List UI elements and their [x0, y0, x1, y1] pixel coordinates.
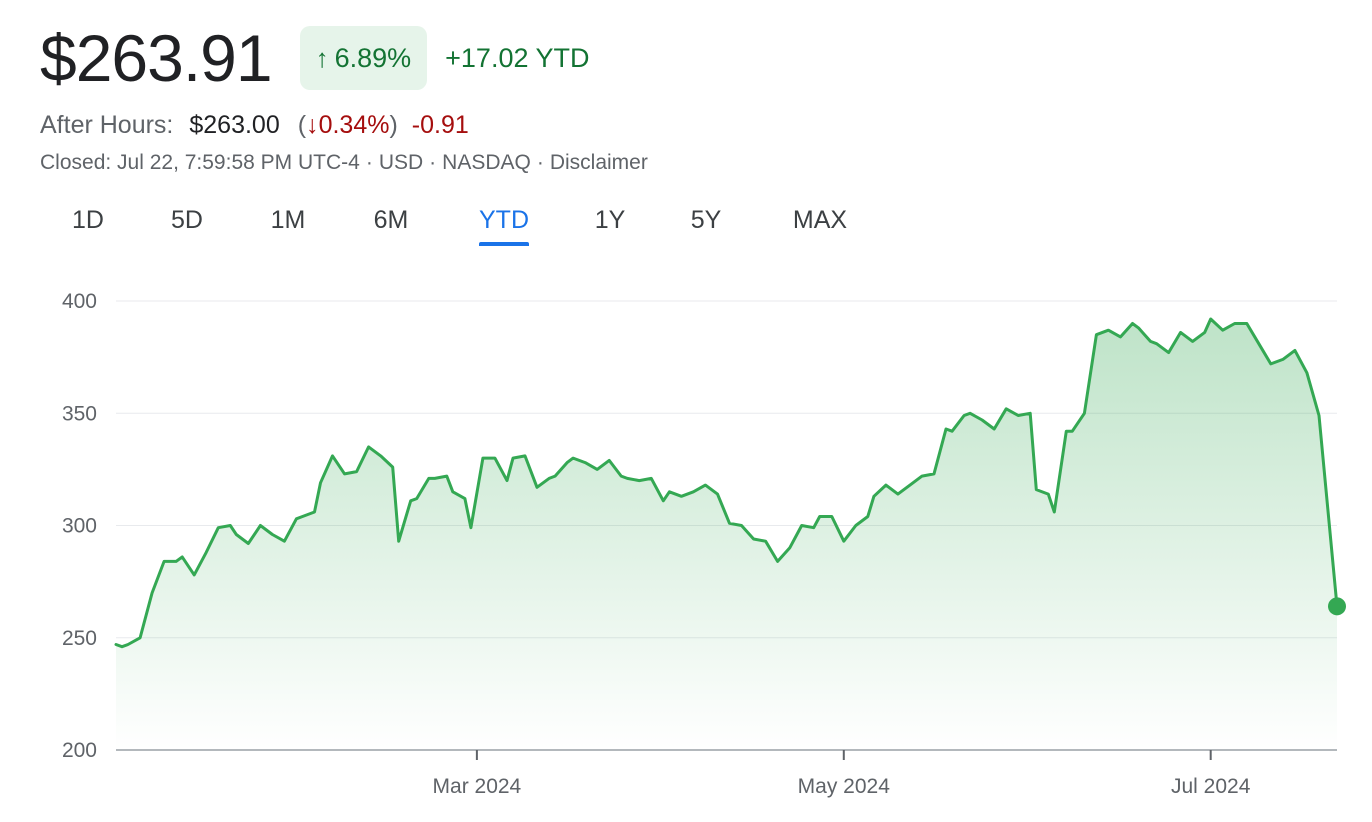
tab-1y[interactable]: 1Y: [594, 206, 626, 234]
closed-timestamp: Closed: Jul 22, 7:59:58 PM UTC-4: [40, 151, 360, 174]
y-tick-label: 400: [62, 290, 97, 313]
ytd-change-percent: 6.89%: [334, 42, 412, 73]
y-axis: 200 250 300 350 400: [62, 290, 97, 762]
x-tick-label: May 2024: [798, 775, 891, 798]
price-chart[interactable]: 200 250 300 350 400 Mar 2024 May 2024 Jul 2024: [0, 270, 1372, 822]
after-hours-percent-value: 0.34%: [318, 110, 390, 139]
arrow-down-icon: ↓: [306, 110, 319, 139]
y-tick-label: 350: [62, 402, 97, 425]
arrow-up-icon: ↑: [315, 42, 329, 73]
market-meta: Closed: Jul 22, 7:59:58 PM UTC-4 · USD ·…: [40, 151, 648, 179]
tab-5y[interactable]: 5Y: [690, 206, 722, 234]
tab-1d[interactable]: 1D: [72, 206, 104, 234]
exchange-label: NASDAQ: [442, 151, 531, 174]
x-tick-label: Mar 2024: [433, 775, 522, 798]
price-area-fill: [116, 319, 1337, 750]
x-tick-label: Jul 2024: [1171, 775, 1251, 798]
last-price-point[interactable]: [1328, 597, 1346, 616]
after-hours-price: $263.00: [189, 110, 280, 139]
y-tick-label: 200: [62, 739, 97, 762]
x-axis: Mar 2024 May 2024 Jul 2024: [433, 750, 1251, 798]
after-hours-row: After Hours: $263.00 (↓0.34%) -0.91: [40, 108, 469, 142]
price-series-line: [114, 317, 1339, 649]
y-tick-label: 300: [62, 515, 97, 538]
ytd-change-amount: +17.02 YTD: [445, 42, 590, 73]
tab-1m[interactable]: 1M: [270, 206, 306, 234]
after-hours-change-percent: (↓0.34%): [297, 110, 398, 139]
disclaimer-link[interactable]: Disclaimer: [549, 151, 648, 174]
tab-ytd[interactable]: YTD: [479, 200, 529, 246]
tab-6m[interactable]: 6M: [373, 206, 409, 234]
tab-5d[interactable]: 5D: [171, 206, 203, 234]
current-price: $263.91: [40, 21, 273, 95]
tab-max[interactable]: MAX: [792, 206, 848, 234]
currency-label: USD: [378, 151, 424, 174]
separator-dot: ·: [365, 151, 373, 174]
after-hours-label: After Hours:: [40, 110, 174, 139]
ytd-change-badge: ↑ 6.89%: [299, 26, 428, 90]
separator-dot: ·: [536, 151, 544, 174]
after-hours-change-amount: -0.91: [411, 110, 469, 139]
separator-dot: ·: [429, 151, 437, 174]
y-tick-label: 250: [62, 627, 97, 650]
price-header: $263.91 ↑ 6.89% +17.02 YTD: [40, 22, 590, 94]
